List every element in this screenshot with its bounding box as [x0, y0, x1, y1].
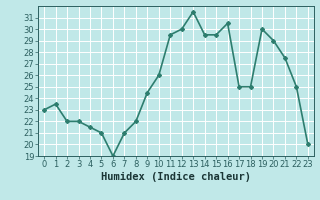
- X-axis label: Humidex (Indice chaleur): Humidex (Indice chaleur): [101, 172, 251, 182]
